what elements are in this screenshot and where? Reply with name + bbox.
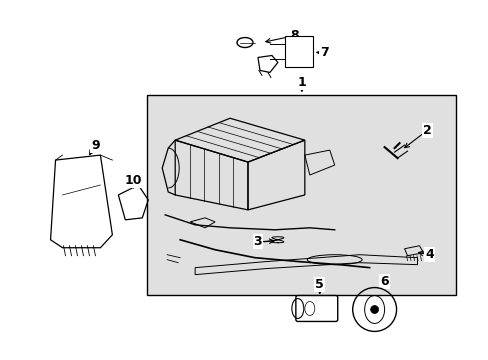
- Text: 4: 4: [424, 248, 433, 261]
- Text: 10: 10: [124, 174, 142, 186]
- FancyBboxPatch shape: [147, 95, 455, 294]
- Text: 6: 6: [380, 275, 388, 288]
- Text: 3: 3: [253, 235, 262, 248]
- Text: 5: 5: [315, 278, 324, 291]
- FancyBboxPatch shape: [285, 36, 312, 67]
- Text: 7: 7: [320, 46, 328, 59]
- Text: 8: 8: [290, 29, 299, 42]
- Text: 2: 2: [422, 124, 431, 137]
- Circle shape: [370, 306, 378, 314]
- Text: 9: 9: [91, 139, 100, 152]
- FancyBboxPatch shape: [295, 296, 337, 321]
- Text: 1: 1: [297, 76, 305, 89]
